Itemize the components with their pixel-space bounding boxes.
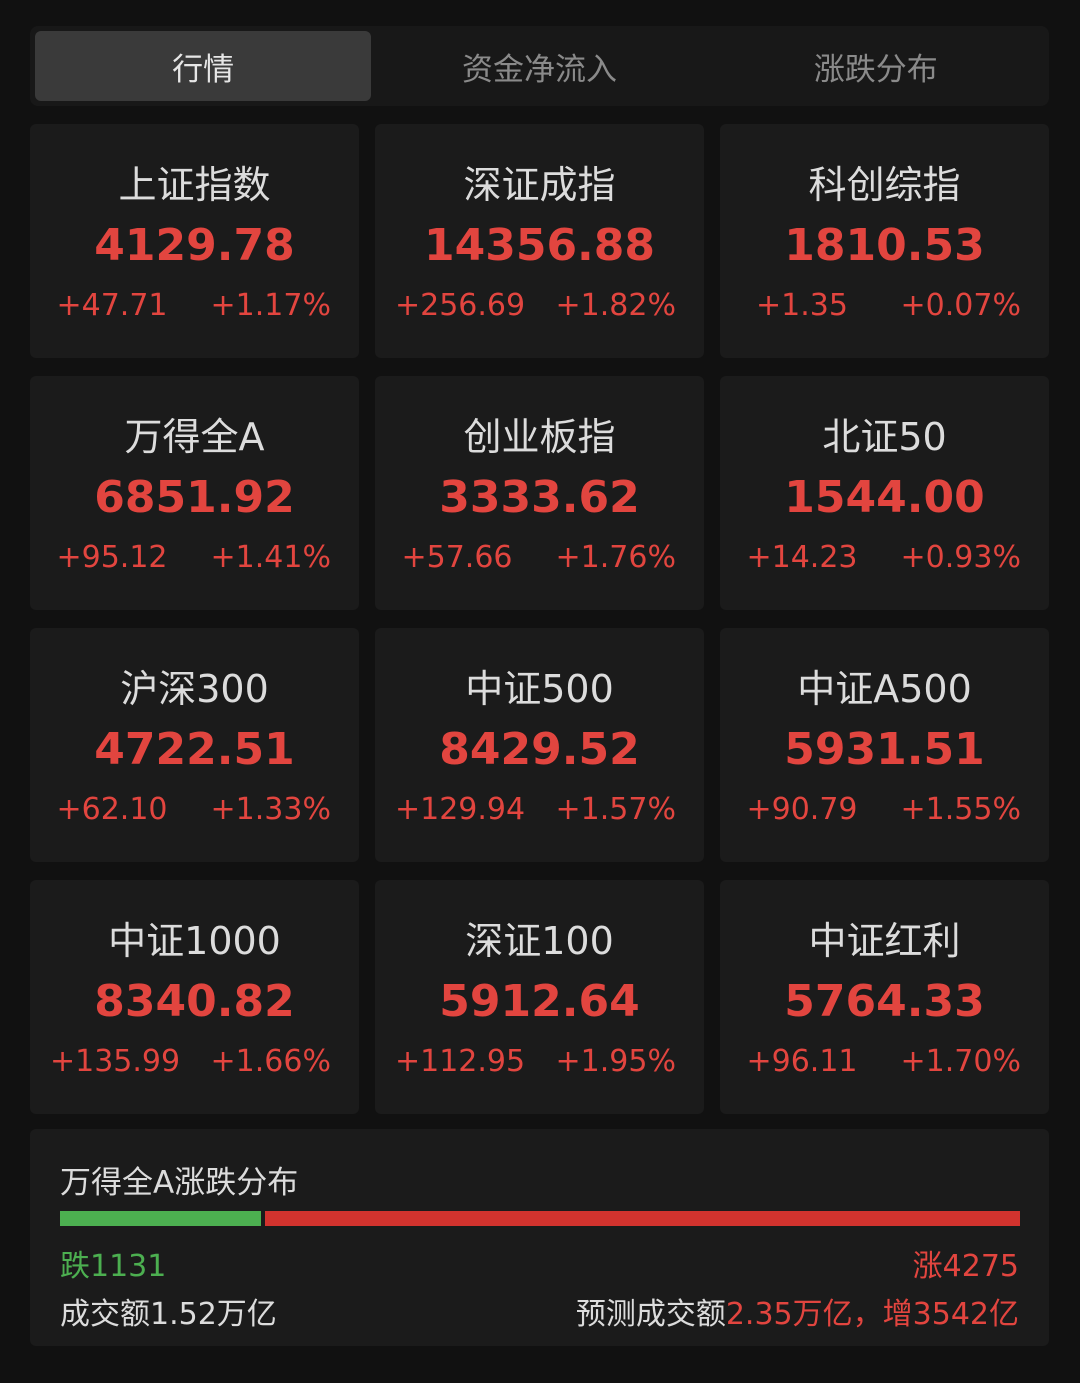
index-change: +112.95 bbox=[395, 1044, 526, 1079]
index-card[interactable]: 中证A500 5931.51 +90.79 +1.55% bbox=[720, 628, 1049, 862]
index-pct: +1.41% bbox=[210, 540, 331, 575]
index-value: 1810.53 bbox=[784, 220, 985, 271]
index-change: +57.66 bbox=[401, 540, 513, 575]
index-card[interactable]: 中证1000 8340.82 +135.99 +1.66% bbox=[30, 880, 359, 1114]
index-grid: 上证指数 4129.78 +47.71 +1.17% 深证成指 14356.88 … bbox=[30, 124, 1049, 1114]
index-change: +90.79 bbox=[746, 792, 858, 827]
index-value: 4722.51 bbox=[94, 724, 295, 775]
index-change: +62.10 bbox=[56, 792, 168, 827]
index-pct: +1.57% bbox=[555, 792, 676, 827]
index-name: 科创综指 bbox=[808, 163, 961, 207]
index-change: +256.69 bbox=[395, 288, 526, 323]
index-name: 深证100 bbox=[465, 919, 614, 963]
distribution-panel: 万得全A涨跌分布 跌1131 涨4275 成交额1.52万亿 预测成交额2.35… bbox=[30, 1129, 1049, 1346]
index-value: 4129.78 bbox=[94, 220, 295, 271]
index-pct: +1.95% bbox=[555, 1044, 676, 1079]
predicted-turnover: 预测成交额2.35万亿，增3542亿 bbox=[576, 1289, 1019, 1333]
index-card[interactable]: 深证成指 14356.88 +256.69 +1.82% bbox=[375, 124, 704, 358]
index-card[interactable]: 创业板指 3333.62 +57.66 +1.76% bbox=[375, 376, 704, 610]
index-change: +95.12 bbox=[56, 540, 168, 575]
predicted-value: 2.35万亿，增3542亿 bbox=[725, 1297, 1019, 1332]
tab-bar: 行情 资金净流入 涨跌分布 bbox=[30, 26, 1049, 106]
index-card[interactable]: 中证红利 5764.33 +96.11 +1.70% bbox=[720, 880, 1049, 1114]
index-name: 深证成指 bbox=[463, 163, 616, 207]
index-card[interactable]: 万得全A 6851.92 +95.12 +1.41% bbox=[30, 376, 359, 610]
index-value: 6851.92 bbox=[94, 472, 295, 523]
tab-net-inflow[interactable]: 资金净流入 bbox=[461, 51, 617, 88]
index-name: 中证红利 bbox=[808, 919, 961, 963]
index-card[interactable]: 沪深300 4722.51 +62.10 +1.33% bbox=[30, 628, 359, 862]
index-name: 中证500 bbox=[465, 667, 614, 711]
index-value: 3333.62 bbox=[439, 472, 640, 523]
index-card[interactable]: 上证指数 4129.78 +47.71 +1.17% bbox=[30, 124, 359, 358]
turnover: 成交额1.52万亿 bbox=[60, 1297, 277, 1332]
index-name: 万得全A bbox=[124, 415, 265, 459]
index-pct: +1.33% bbox=[210, 792, 331, 827]
tab-market[interactable]: 行情 bbox=[35, 31, 372, 101]
index-pct: +1.55% bbox=[900, 792, 1021, 827]
index-card[interactable]: 深证100 5912.64 +112.95 +1.95% bbox=[375, 880, 704, 1114]
tab-distribution[interactable]: 涨跌分布 bbox=[813, 51, 938, 88]
index-pct: +0.07% bbox=[900, 288, 1021, 323]
index-change: +135.99 bbox=[50, 1044, 181, 1079]
index-change: +1.35 bbox=[756, 288, 848, 323]
index-value: 5764.33 bbox=[784, 976, 985, 1027]
index-card[interactable]: 科创综指 1810.53 +1.35 +0.07% bbox=[720, 124, 1049, 358]
distribution-title: 万得全A涨跌分布 bbox=[60, 1165, 299, 1201]
index-value: 8340.82 bbox=[94, 976, 295, 1027]
distribution-bar bbox=[60, 1211, 1020, 1226]
predicted-label: 预测成交额 bbox=[575, 1297, 726, 1332]
index-pct: +1.70% bbox=[900, 1044, 1021, 1079]
index-value: 14356.88 bbox=[423, 220, 656, 271]
index-value: 5912.64 bbox=[439, 976, 640, 1027]
index-value: 1544.00 bbox=[784, 472, 985, 523]
index-pct: +1.82% bbox=[555, 288, 676, 323]
index-change: +129.94 bbox=[395, 792, 526, 827]
index-value: 5931.51 bbox=[784, 724, 985, 775]
index-card[interactable]: 北证50 1544.00 +14.23 +0.93% bbox=[720, 376, 1049, 610]
index-name: 沪深300 bbox=[120, 667, 269, 711]
down-bar bbox=[60, 1211, 261, 1226]
index-change: +14.23 bbox=[746, 540, 858, 575]
index-card[interactable]: 中证500 8429.52 +129.94 +1.57% bbox=[375, 628, 704, 862]
up-bar bbox=[264, 1211, 1020, 1226]
index-value: 8429.52 bbox=[439, 724, 640, 775]
index-change: +96.11 bbox=[746, 1044, 858, 1079]
up-count: 涨4275 bbox=[912, 1249, 1019, 1284]
down-count: 跌1131 bbox=[60, 1249, 167, 1284]
index-pct: +0.93% bbox=[900, 540, 1021, 575]
index-name: 创业板指 bbox=[463, 415, 616, 459]
index-pct: +1.76% bbox=[555, 540, 676, 575]
index-name: 中证1000 bbox=[108, 919, 281, 963]
index-name: 上证指数 bbox=[118, 163, 271, 207]
index-pct: +1.17% bbox=[210, 288, 331, 323]
index-pct: +1.66% bbox=[210, 1044, 331, 1079]
index-change: +47.71 bbox=[56, 288, 168, 323]
index-name: 中证A500 bbox=[797, 667, 972, 711]
index-name: 北证50 bbox=[822, 415, 947, 459]
